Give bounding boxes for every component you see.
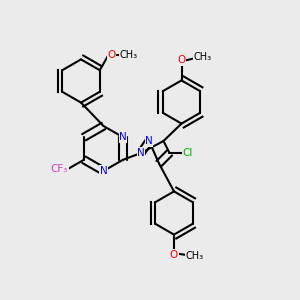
Text: CH₃: CH₃ [120,50,138,60]
Text: Cl: Cl [182,148,193,158]
Text: O: O [177,55,186,65]
Text: CH₃: CH₃ [186,250,204,261]
Text: N: N [137,148,145,158]
Text: N: N [145,136,153,146]
Text: O: O [108,50,116,60]
Text: N: N [100,166,107,176]
Text: N: N [119,132,127,142]
Text: CF₃: CF₃ [51,164,68,175]
Text: O: O [170,250,178,260]
Text: CH₃: CH₃ [193,52,211,62]
